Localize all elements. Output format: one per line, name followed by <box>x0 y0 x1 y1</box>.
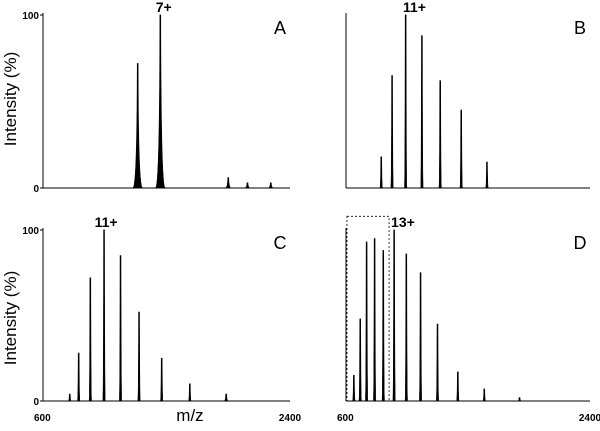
peak-d-8 <box>435 323 440 402</box>
peak-c-1 <box>76 352 81 402</box>
peak-c-5 <box>137 311 141 402</box>
peak-b-3 <box>420 35 424 189</box>
y-tick-label-c-0: 100 <box>22 226 39 237</box>
peak-b-6 <box>485 161 489 189</box>
peak-a-0 <box>132 63 144 189</box>
peak-c-7 <box>187 383 192 402</box>
peak-d-0 <box>352 375 356 402</box>
peak-b-1 <box>390 75 394 189</box>
panel-c: 100 0 600 2400 11+ C <box>22 214 301 424</box>
peak-c-4 <box>118 255 123 402</box>
peak-b-4 <box>438 80 443 189</box>
panels-group: 100 0 7+ A 11+ B 100 0 600 2400 11+ C 600 2400 13+ D <box>22 0 600 424</box>
peak-a-4 <box>268 182 274 189</box>
peak-d-11 <box>517 397 522 402</box>
peak-c-3 <box>102 229 106 402</box>
panel-letter-c: C <box>274 233 287 253</box>
peak-a-3 <box>244 182 251 189</box>
peak-c-2 <box>88 277 93 402</box>
peak-d-4 <box>381 250 386 402</box>
y-tick-label-c-1: 0 <box>33 397 39 408</box>
charge-label-a: 7+ <box>156 0 172 15</box>
peak-d-9 <box>455 371 460 402</box>
peak-d-2 <box>364 241 369 402</box>
charge-label-b: 11+ <box>403 0 426 15</box>
peak-b-0 <box>379 156 384 189</box>
peak-d-10 <box>482 388 487 402</box>
highlight-box-d <box>346 215 390 402</box>
y-axis-title-top: Intensity (%) <box>1 52 20 146</box>
peak-c-6 <box>159 357 164 402</box>
peak-d-5 <box>392 229 396 402</box>
peak-b-2 <box>403 14 408 189</box>
x-tick-label-d-0: 600 <box>337 413 354 424</box>
panel-b: 11+ B <box>345 0 590 189</box>
charge-label-d: 13+ <box>391 214 415 230</box>
peak-a-2 <box>225 177 232 189</box>
panel-d: 600 2400 13+ D <box>337 214 600 424</box>
peak-c-8 <box>224 393 229 402</box>
peak-c-0 <box>68 393 72 402</box>
panel-a: 100 0 7+ A <box>22 0 290 195</box>
peak-d-3 <box>372 238 377 402</box>
y-tick-label-a-0: 100 <box>22 11 39 22</box>
panel-letter-b: B <box>574 18 586 38</box>
charge-label-c: 11+ <box>95 214 118 230</box>
x-axis-title: m/z <box>176 406 203 425</box>
panel-letter-a: A <box>274 18 286 38</box>
peak-d-7 <box>418 272 423 402</box>
peak-d-1 <box>358 318 363 402</box>
y-tick-label-a-1: 0 <box>33 184 39 195</box>
y-axis-title-bottom: Intensity (%) <box>1 271 20 365</box>
x-tick-label-c-0: 600 <box>34 413 51 424</box>
panel-letter-d: D <box>574 233 587 253</box>
peak-d-6 <box>404 253 409 402</box>
peak-a-1 <box>154 14 166 189</box>
peak-b-5 <box>459 109 464 189</box>
x-tick-label-d-1: 2400 <box>579 413 600 424</box>
x-tick-label-c-1: 2400 <box>279 413 302 424</box>
